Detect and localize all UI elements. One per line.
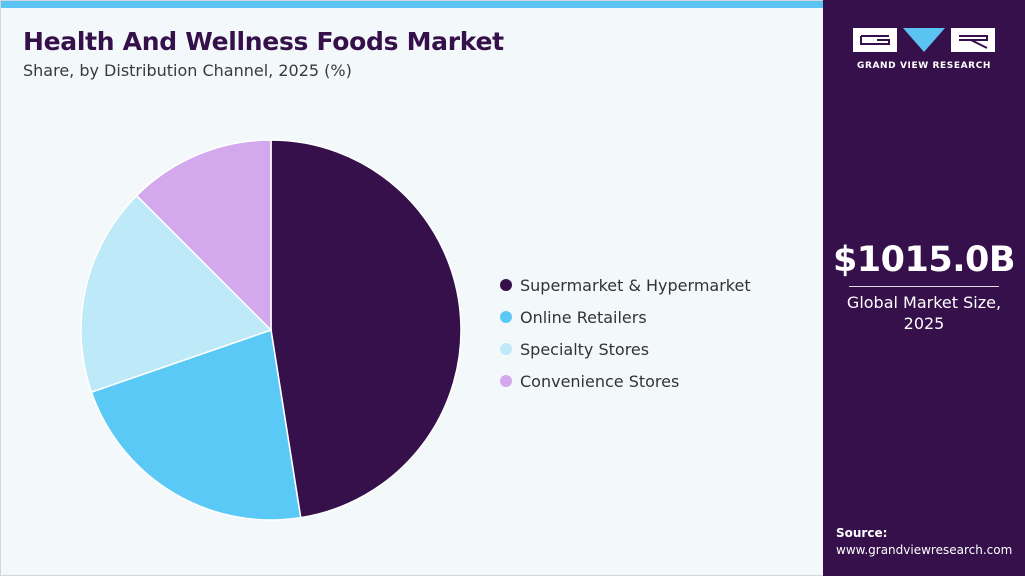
market-size-value: $1015.0B bbox=[832, 240, 1016, 280]
legend-label: Convenience Stores bbox=[520, 371, 680, 391]
legend-item-2: Specialty Stores bbox=[500, 333, 751, 365]
pie-slice-0 bbox=[270, 139, 462, 519]
market-size-caption: Global Market Size, 2025 bbox=[823, 292, 1025, 334]
legend-item-3: Convenience Stores bbox=[500, 365, 751, 397]
market-caption-line-2: 2025 bbox=[903, 314, 945, 333]
logo-text: GRAND VIEW RESEARCH bbox=[856, 61, 992, 71]
grand-view-research-logo bbox=[853, 28, 995, 52]
legend-swatch bbox=[500, 343, 512, 355]
legend-item-0: Supermarket & Hypermarket bbox=[500, 269, 751, 301]
legend-swatch bbox=[500, 279, 512, 291]
divider bbox=[849, 286, 999, 287]
source-label: Source: bbox=[836, 526, 888, 540]
accent-bar bbox=[1, 1, 824, 8]
legend-label: Supermarket & Hypermarket bbox=[520, 275, 751, 295]
legend-swatch bbox=[500, 311, 512, 323]
sidebar-panel: GRAND VIEW RESEARCH $1015.0B Global Mark… bbox=[823, 0, 1025, 576]
legend-item-1: Online Retailers bbox=[500, 301, 751, 333]
legend-label: Online Retailers bbox=[520, 307, 647, 327]
chart-panel: Health And Wellness Foods Market Share, … bbox=[0, 0, 824, 576]
pie-slice-3 bbox=[135, 139, 272, 332]
pie-slice-2 bbox=[80, 194, 273, 394]
chart-subtitle: Share, by Distribution Channel, 2025 (%) bbox=[23, 61, 352, 80]
pie-chart bbox=[80, 139, 462, 521]
legend-swatch bbox=[500, 375, 512, 387]
pie-slice-1 bbox=[90, 328, 302, 521]
source-link[interactable]: www.grandviewresearch.com bbox=[836, 543, 1013, 557]
market-caption-line-1: Global Market Size, bbox=[846, 293, 1002, 312]
legend-label: Specialty Stores bbox=[520, 339, 650, 359]
chart-title: Health And Wellness Foods Market bbox=[23, 27, 504, 56]
chart-legend: Supermarket & Hypermarket Online Retailer… bbox=[500, 269, 751, 397]
